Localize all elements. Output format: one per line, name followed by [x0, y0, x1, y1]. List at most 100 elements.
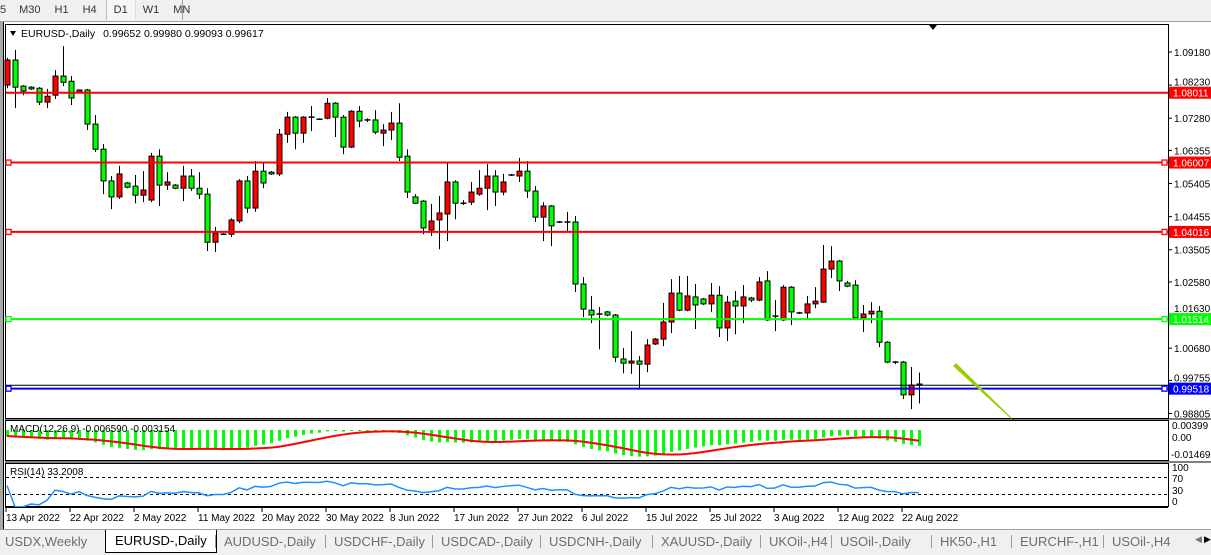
- candle-body: [636, 360, 643, 365]
- line-handle-left-icon[interactable]: [5, 228, 12, 236]
- candle: [204, 188, 211, 251]
- horizontal-line-1.01514[interactable]: 1.01514: [5, 313, 1211, 326]
- symbol-menu-triangle-icon[interactable]: [10, 31, 16, 36]
- horizontal-line-0.99518[interactable]: 0.99518: [5, 382, 1211, 396]
- macd-histogram-bar: [630, 430, 633, 457]
- chart-tab[interactable]: USOil-,Daily: [840, 534, 911, 549]
- candle-body: [572, 221, 579, 285]
- macd-histogram-bar: [190, 430, 193, 448]
- line-handle-right-icon[interactable]: [1161, 315, 1168, 323]
- macd-histogram-bar: [510, 430, 513, 440]
- timeframe-w1[interactable]: W1: [142, 4, 160, 16]
- candle: [780, 285, 787, 321]
- macd-histogram-bar: [110, 430, 113, 448]
- tab-scroll-left-icon[interactable]: ◀: [1195, 534, 1202, 544]
- candle: [676, 276, 683, 312]
- chart-window[interactable]: EURUSD-,Daily 0.99652 0.99980 0.99093 0.…: [3, 22, 1211, 529]
- chart-canvas[interactable]: EURUSD-,Daily 0.99652 0.99980 0.99093 0.…: [4, 22, 1211, 529]
- chart-tab[interactable]: HK50-,H1: [940, 534, 998, 549]
- timeframe-h4[interactable]: H4: [82, 4, 97, 16]
- line-handle-right-icon[interactable]: [1161, 385, 1168, 392]
- candle: [68, 76, 75, 105]
- candle-body: [132, 185, 139, 196]
- timeframe-d1[interactable]: D1: [105, 0, 136, 20]
- candle-body: [820, 268, 827, 303]
- date-label: 15 Jul 2022: [646, 513, 698, 524]
- candle-body: [548, 205, 555, 227]
- candle: [404, 149, 411, 198]
- window-left-edge: [0, 22, 3, 529]
- candle: [460, 200, 467, 205]
- price-tick-label: 1.07280: [1174, 114, 1211, 125]
- timeframe-h1[interactable]: H1: [54, 4, 69, 16]
- tab-separator: [831, 535, 832, 548]
- candle-body: [396, 122, 403, 158]
- line-handle-left-icon[interactable]: [5, 385, 12, 392]
- chart-tab[interactable]: USDCAD-,Daily: [441, 534, 533, 549]
- timeframe-m30[interactable]: M30: [19, 4, 41, 16]
- chart-tabs-bar: ◀ ▶ USDX,Weekly EURUSD-,Daily AUDUSD-,Dail…: [0, 529, 1211, 555]
- candle-body: [604, 311, 611, 316]
- macd-histogram-bar: [710, 430, 713, 446]
- chart-tab[interactable]: EURUSD-,Daily: [105, 530, 217, 553]
- chart-tab[interactable]: EURCHF-,H1: [1020, 534, 1099, 549]
- candle-body: [524, 170, 531, 192]
- candle: [452, 180, 459, 220]
- candle-body: [748, 297, 755, 301]
- candle: [396, 103, 403, 162]
- candle: [252, 161, 259, 212]
- candle-body: [276, 133, 283, 175]
- candle-body: [196, 187, 203, 195]
- macd-signal-line: [6, 430, 920, 456]
- horizontal-line-1.06007[interactable]: 1.06007: [5, 156, 1211, 170]
- chart-tab[interactable]: UKOil-,H4: [769, 534, 828, 549]
- candle: [228, 218, 235, 238]
- candle: [844, 280, 851, 288]
- candle-body: [252, 170, 259, 209]
- candle-body: [532, 190, 539, 218]
- chart-tab[interactable]: AUDUSD-,Daily: [224, 534, 316, 549]
- date-label: 17 Jun 2022: [454, 513, 509, 524]
- candle: [36, 87, 43, 105]
- candle: [540, 202, 547, 242]
- chart-tab[interactable]: USOil-,H4: [1112, 534, 1171, 549]
- timeframe-mn[interactable]: MN: [173, 4, 191, 16]
- macd-histogram-bar: [198, 430, 201, 448]
- macd-panel: [5, 420, 1169, 461]
- candle: [644, 339, 651, 373]
- candle-body: [92, 123, 99, 150]
- timeframe-5[interactable]: 5: [0, 4, 7, 16]
- line-handle-left-icon[interactable]: [5, 159, 12, 166]
- horizontal-line-1.04016[interactable]: 1.04016: [5, 225, 1211, 239]
- candle: [532, 186, 539, 223]
- candle-body: [204, 193, 211, 243]
- macd-histogram-bar: [158, 430, 161, 450]
- tab-scroll-right-icon[interactable]: ▶: [1204, 534, 1211, 544]
- macd-histogram-bar: [654, 430, 657, 456]
- chart-tab[interactable]: USDX,Weekly: [5, 534, 88, 549]
- chart-tab[interactable]: USDCNH-,Daily: [549, 534, 642, 549]
- candle-body: [740, 296, 747, 307]
- line-handle-right-icon[interactable]: [1161, 159, 1168, 166]
- macd-histogram-bar: [894, 430, 897, 442]
- chart-shift-marker-icon[interactable]: [929, 25, 937, 30]
- date-label: 25 Jul 2022: [710, 513, 762, 524]
- candle-body: [812, 300, 819, 305]
- candle-body: [340, 116, 347, 148]
- macd-histogram-bar: [214, 430, 217, 450]
- candle-body: [620, 358, 627, 364]
- candle-body: [116, 173, 123, 198]
- price-tick-label: 1.09180: [1174, 48, 1211, 59]
- macd-histogram-bar: [38, 430, 41, 440]
- candle: [52, 70, 59, 100]
- horizontal-line-1.08011[interactable]: 1.08011: [6, 86, 1211, 100]
- macd-histogram-bar: [270, 430, 273, 444]
- candle: [340, 115, 347, 155]
- macd-histogram-bar: [286, 430, 289, 439]
- macd-histogram-bar: [118, 430, 121, 448]
- line-handle-left-icon[interactable]: [5, 315, 12, 323]
- chart-tab[interactable]: USDCHF-,Daily: [334, 534, 425, 549]
- macd-histogram-bar: [222, 430, 225, 451]
- chart-tab[interactable]: XAUUSD-,Daily: [661, 534, 753, 549]
- line-handle-right-icon[interactable]: [1161, 228, 1168, 236]
